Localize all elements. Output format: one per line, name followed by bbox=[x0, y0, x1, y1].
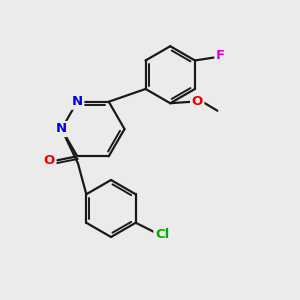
Text: N: N bbox=[56, 122, 67, 136]
Text: Cl: Cl bbox=[155, 228, 169, 241]
Text: O: O bbox=[44, 154, 55, 167]
Text: O: O bbox=[192, 95, 203, 108]
Text: F: F bbox=[216, 50, 225, 62]
Text: N: N bbox=[72, 95, 83, 108]
